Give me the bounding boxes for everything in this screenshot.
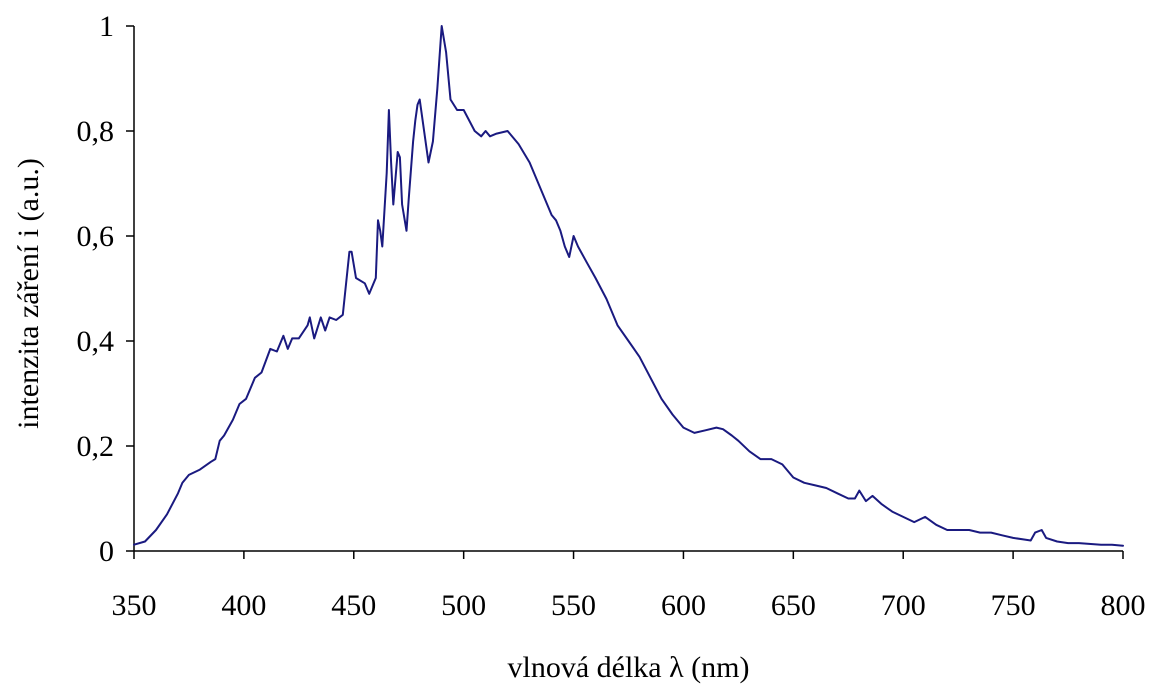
- y-tick-label: 0,6: [77, 220, 115, 253]
- y-ticks: 0 0,2 0,4 0,6 0,8 1: [77, 10, 134, 568]
- x-tick-label: 800: [1101, 589, 1146, 622]
- x-tick-label: 550: [551, 589, 596, 622]
- plot-area: [133, 25, 1124, 547]
- y-tick-label: 0: [99, 535, 114, 568]
- spectrum-series-line: [133, 25, 1124, 547]
- y-tick-label: 0,4: [77, 325, 115, 358]
- axes: 0 0,2 0,4 0,6 0,8 1 350 400 450 500 550 600 650 700 7…: [77, 10, 1146, 622]
- x-ticks: 350 400 450 500 550 600 650 700 750 800: [112, 551, 1146, 622]
- x-tick-label: 400: [221, 589, 266, 622]
- x-tick-label: 700: [881, 589, 926, 622]
- y-tick-label: 0,8: [77, 115, 115, 148]
- x-tick-label: 600: [661, 589, 706, 622]
- y-tick-label: 0,2: [77, 430, 115, 463]
- y-axis-title: intenzita záření i (a.u.): [12, 158, 45, 429]
- x-tick-label: 350: [112, 589, 157, 622]
- x-tick-label: 750: [991, 589, 1036, 622]
- x-tick-label: 650: [771, 589, 816, 622]
- x-tick-label: 500: [441, 589, 486, 622]
- x-axis-title: vlnová délka λ (nm): [508, 651, 750, 684]
- y-tick-label: 1: [99, 10, 114, 43]
- x-tick-label: 450: [331, 589, 376, 622]
